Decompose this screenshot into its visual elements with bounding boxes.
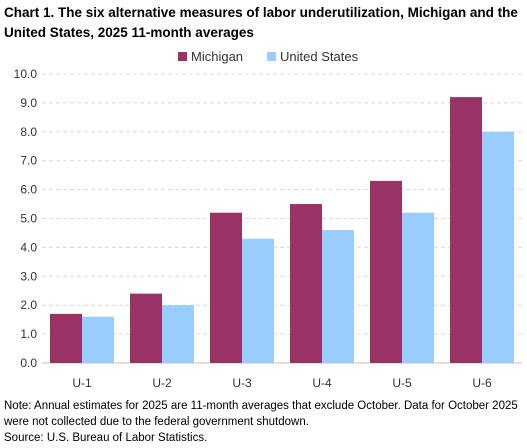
gridlines — [42, 73, 522, 364]
legend-swatch — [178, 52, 187, 61]
bar-michigan-u-3 — [210, 212, 242, 363]
x-tick-label: U-1 — [72, 376, 92, 390]
y-tick-label: 2.0 — [20, 298, 37, 312]
bar-united-states-u-5 — [402, 212, 434, 363]
y-tick-label: 7.0 — [20, 154, 37, 168]
y-tick-label: 9.0 — [20, 96, 37, 110]
y-tick-label: 6.0 — [20, 183, 37, 197]
bar-michigan-u-5 — [370, 180, 402, 363]
bar-michigan-u-4 — [290, 204, 322, 363]
y-tick-label: 8.0 — [20, 125, 37, 139]
legend: Michigan United States — [178, 49, 359, 64]
y-tick-label: 3.0 — [20, 269, 37, 283]
x-axis-ticks: U-1 U-2 U-3 U-4 U-5 U-6 — [72, 376, 492, 390]
bar-united-states-u-2 — [162, 305, 194, 363]
bars — [50, 97, 514, 364]
x-tick-label: U-3 — [232, 376, 252, 390]
legend-label: Michigan — [191, 49, 243, 64]
x-tick-label: U-4 — [312, 376, 332, 390]
x-tick-label: U-5 — [392, 376, 412, 390]
bar-united-states-u-6 — [482, 131, 514, 363]
bar-michigan-u-1 — [50, 313, 82, 363]
chart-title: Chart 1. The six alternative measures of… — [4, 5, 518, 40]
bar-united-states-u-1 — [82, 316, 114, 363]
legend-label: United States — [280, 49, 359, 64]
bar-michigan-u-6 — [450, 97, 482, 364]
bar-michigan-u-2 — [130, 293, 162, 363]
chart-source: Source: U.S. Bureau of Labor Statistics. — [4, 432, 208, 444]
y-axis-ticks: 0.0 1.0 2.0 3.0 4.0 5.0 6.0 7.0 8.0 9.0 10.0 — [14, 67, 38, 370]
y-tick-label: 5.0 — [20, 212, 37, 226]
y-tick-label: 0.0 — [20, 356, 37, 370]
y-tick-label: 1.0 — [20, 327, 37, 341]
bar-united-states-u-3 — [242, 238, 274, 363]
legend-swatch — [267, 52, 277, 61]
x-tick-label: U-2 — [152, 376, 172, 390]
y-tick-label: 4.0 — [20, 240, 37, 254]
y-tick-label: 10.0 — [14, 67, 38, 81]
x-tick-label: U-6 — [472, 376, 492, 390]
bar-united-states-u-4 — [322, 230, 354, 363]
chart-note: Note: Annual estimates for 2025 are 11-m… — [4, 400, 518, 428]
